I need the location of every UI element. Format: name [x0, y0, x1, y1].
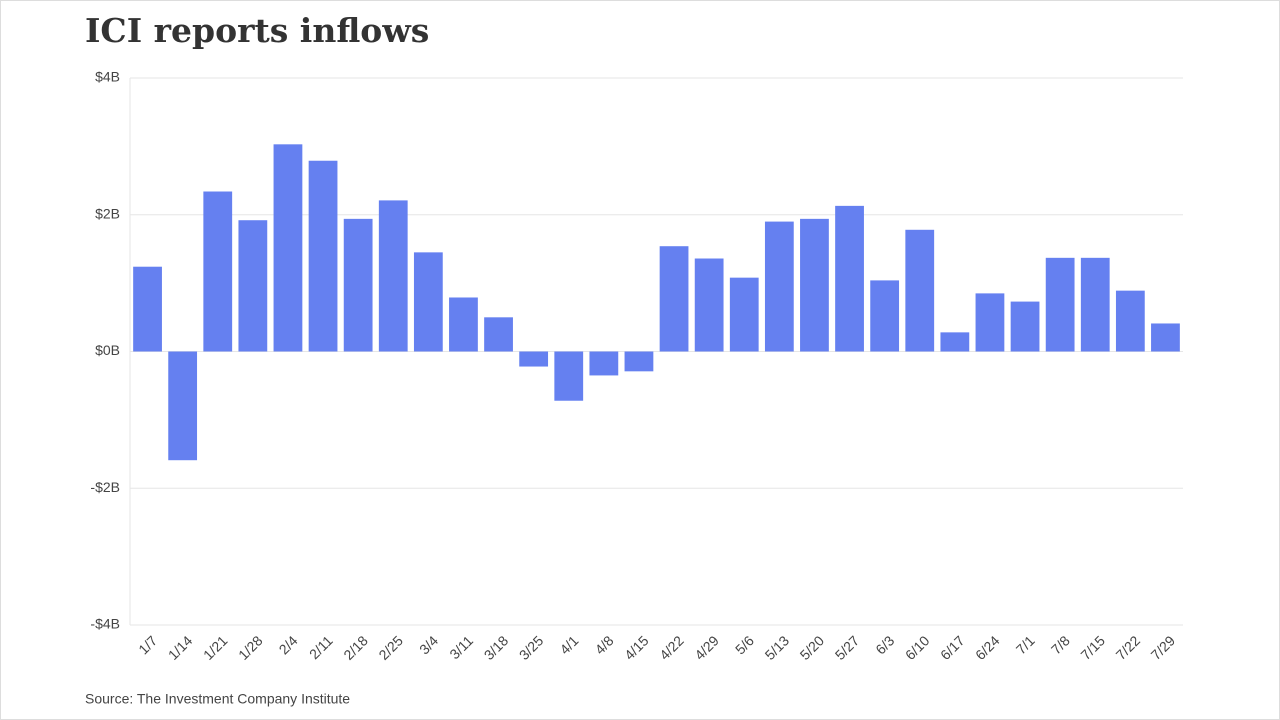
bar	[624, 351, 654, 372]
bar	[238, 220, 268, 352]
bar	[1045, 257, 1075, 352]
bar	[378, 200, 408, 352]
y-tick-label: $0B	[95, 342, 120, 358]
bar	[203, 191, 233, 352]
bar	[659, 246, 689, 352]
bar	[484, 317, 513, 352]
bar	[870, 280, 900, 352]
bar	[1115, 290, 1145, 352]
bar	[273, 144, 303, 352]
bar	[449, 297, 478, 352]
bar	[133, 266, 162, 352]
bar	[413, 252, 443, 352]
bar	[835, 205, 864, 352]
bar	[1080, 257, 1110, 352]
y-tick-label: -$4B	[90, 616, 120, 632]
bar	[1010, 301, 1040, 352]
bar	[800, 218, 829, 352]
y-tick-label: $4B	[95, 69, 120, 85]
bar	[554, 351, 584, 401]
bar	[905, 229, 935, 352]
bar	[168, 351, 198, 461]
bar	[975, 293, 1005, 352]
chart-title: ICI reports inflows	[85, 11, 429, 50]
bar	[694, 258, 724, 352]
bar	[1151, 323, 1180, 352]
source-note: Source: The Investment Company Institute	[85, 691, 350, 707]
bar	[940, 332, 970, 352]
y-tick-label: $2B	[95, 205, 120, 221]
bar	[729, 277, 759, 352]
bar	[343, 218, 373, 352]
bar	[519, 351, 549, 367]
y-tick-label: -$2B	[90, 479, 120, 495]
bar	[308, 160, 338, 352]
bar	[764, 221, 794, 352]
bar	[589, 351, 619, 376]
